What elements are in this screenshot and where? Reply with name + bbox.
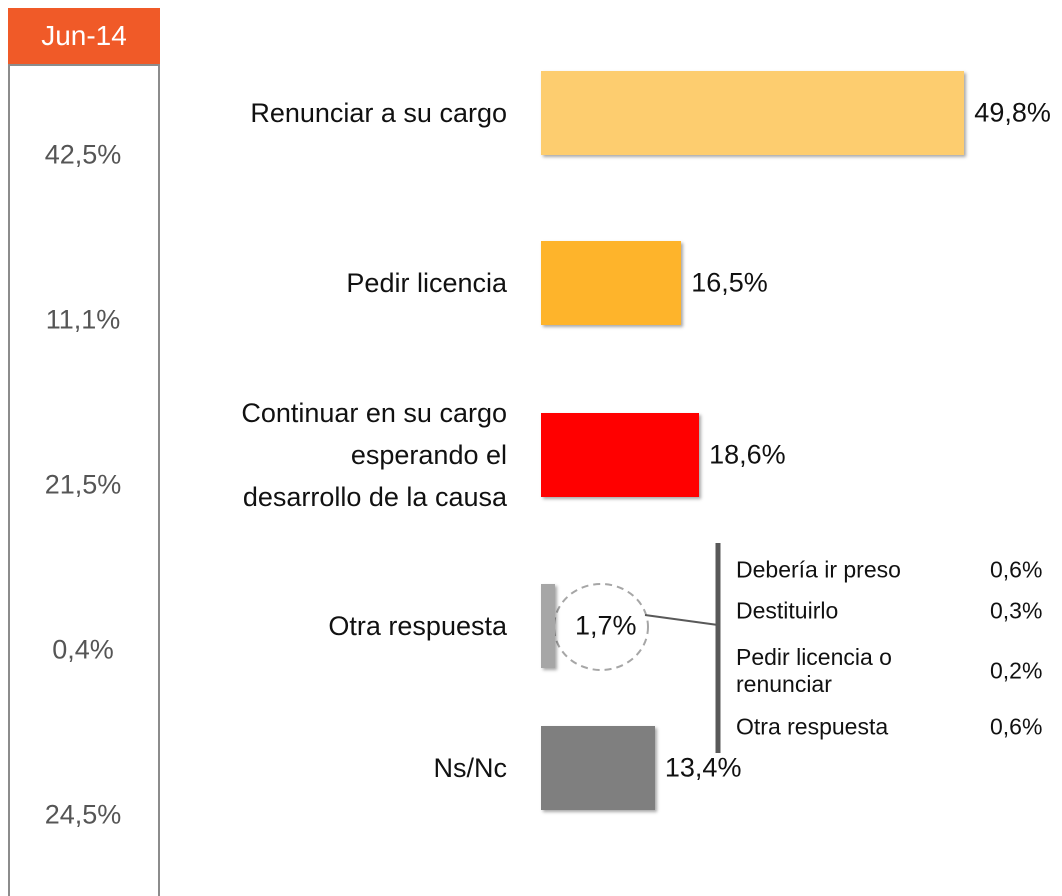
comparison-value: 0,4% [52,634,114,665]
comparison-box [8,64,160,896]
category-label: Otra respuesta [328,611,507,641]
comparison-header [8,8,160,64]
breakdown-value: 0,2% [990,657,1043,684]
breakdown-name: Otra respuesta [736,713,889,740]
comparison-title: Jun-14 [41,20,127,51]
category-label: Pedir licencia [346,268,507,298]
breakdown-value: 0,3% [990,597,1043,624]
breakdown-name: Debería ir preso [736,556,901,583]
breakdown-name: Pedir licencia o renunciar [736,644,892,697]
callout-line [644,614,719,626]
bar [541,726,655,810]
breakdown-value: 0,6% [990,556,1043,583]
comparison-value: 24,5% [44,799,122,830]
bar [541,413,700,497]
breakdown-name: Destituirlo [736,597,839,624]
breakdown-value: 0,6% [990,713,1043,740]
bar [541,584,556,668]
comparison-value: 42,5% [44,139,122,170]
category-label: Continuar en su cargo esperando el desar… [241,398,507,512]
category-label: Ns/Nc [433,753,508,783]
comparison-value: 11,1% [45,304,121,335]
value-label: 1,7% [575,610,637,641]
comparison-value: 21,5% [44,469,122,500]
category-label: Renunciar a su cargo [250,98,507,128]
value-label: 13,4% [664,752,742,783]
value-label: 16,5% [691,267,768,298]
value-label: 18,6% [709,439,786,470]
bar [541,71,965,155]
bar [541,241,682,325]
callout-circle [553,583,649,671]
value-label: 49,8% [974,97,1051,128]
